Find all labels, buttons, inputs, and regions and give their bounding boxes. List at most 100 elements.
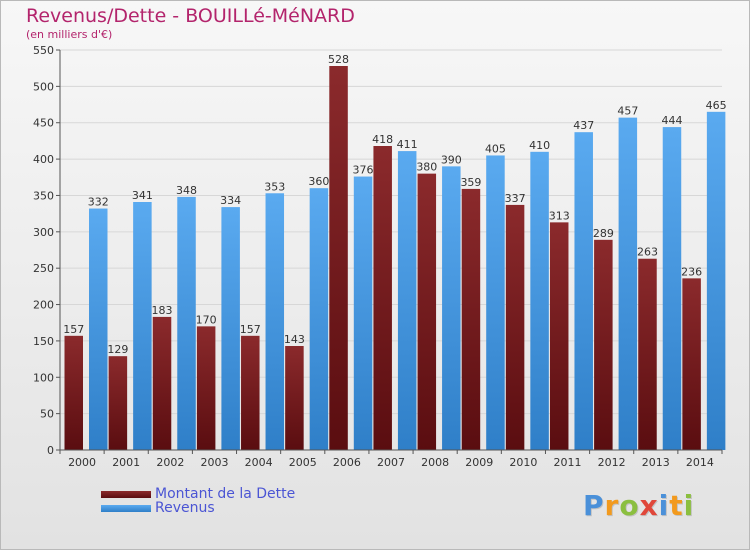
bar-debt bbox=[594, 239, 613, 450]
bar-revenus bbox=[706, 111, 726, 451]
data-label-debt: 418 bbox=[372, 133, 393, 146]
bar-revenus bbox=[309, 188, 329, 450]
data-label-revenus: 334 bbox=[220, 194, 241, 207]
proxiti-logo: Proxiti bbox=[583, 489, 694, 522]
x-tick-label: 2005 bbox=[289, 456, 317, 469]
bar-revenus bbox=[530, 151, 549, 450]
data-label-debt: 236 bbox=[681, 265, 702, 278]
bar-debt bbox=[108, 356, 128, 450]
x-tick-label: 2012 bbox=[598, 456, 626, 469]
data-label-revenus: 348 bbox=[176, 184, 197, 197]
y-tick-label: 400 bbox=[33, 153, 54, 166]
y-tick-label: 300 bbox=[33, 226, 54, 239]
data-label-debt: 157 bbox=[240, 323, 261, 336]
axes: 0 50 100 150 200 250 300 350 400 450 500 550 2000 200… bbox=[33, 44, 723, 469]
x-tick-label: 2013 bbox=[642, 456, 670, 469]
data-label-revenus: 457 bbox=[617, 105, 638, 118]
data-label-debt: 263 bbox=[637, 246, 658, 259]
legend-label-debt: Montant de la Dette bbox=[155, 486, 296, 502]
bar-debt bbox=[549, 222, 569, 450]
data-label-revenus: 465 bbox=[706, 99, 727, 112]
bar-revenus bbox=[133, 202, 152, 450]
logo-letter: i bbox=[658, 489, 670, 522]
y-tick-label: 550 bbox=[33, 44, 54, 57]
data-label-revenus: 444 bbox=[661, 114, 682, 127]
x-tick-label: 2003 bbox=[200, 456, 228, 469]
bar-debt bbox=[285, 346, 304, 450]
bar-revenus bbox=[177, 196, 196, 450]
bar-revenus bbox=[265, 193, 285, 451]
x-tick-label: 2011 bbox=[554, 456, 582, 469]
data-label-debt: 380 bbox=[416, 161, 437, 174]
y-tick-label: 450 bbox=[33, 117, 54, 130]
bar-revenus bbox=[618, 117, 638, 451]
logo-letter: t bbox=[669, 489, 684, 522]
y-tick-label: 350 bbox=[33, 189, 54, 202]
data-label-revenus: 405 bbox=[485, 142, 506, 155]
x-tick-label: 2009 bbox=[465, 456, 493, 469]
bar-revenus bbox=[574, 132, 593, 450]
x-tick-label: 2000 bbox=[68, 456, 96, 469]
data-label-revenus: 332 bbox=[88, 196, 109, 209]
legend-item-revenus: Revenus bbox=[101, 500, 215, 516]
x-tick-label: 2007 bbox=[377, 456, 405, 469]
bars: 157 332 129 341 183 348 170 334 157 353 143 360 528 3… bbox=[63, 53, 727, 451]
logo-letter: i bbox=[683, 489, 695, 522]
x-tick-label: 2014 bbox=[686, 456, 714, 469]
data-label-revenus: 353 bbox=[264, 180, 285, 193]
bar-revenus bbox=[662, 127, 682, 450]
data-label-debt: 170 bbox=[196, 313, 217, 326]
bar-debt bbox=[373, 146, 392, 450]
legend-swatch-debt bbox=[101, 490, 151, 498]
logo-letter: x bbox=[639, 489, 659, 522]
bar-revenus bbox=[397, 151, 417, 450]
bar-debt bbox=[329, 66, 348, 450]
bar-debt bbox=[638, 258, 657, 450]
legend-label-revenus: Revenus bbox=[155, 500, 215, 516]
data-label-debt: 143 bbox=[284, 333, 305, 346]
x-tick-label: 2008 bbox=[421, 456, 449, 469]
data-label-debt: 183 bbox=[152, 304, 173, 317]
data-label-debt: 289 bbox=[593, 227, 614, 240]
bar-revenus bbox=[442, 166, 461, 450]
data-label-revenus: 341 bbox=[132, 189, 153, 202]
bar-debt bbox=[505, 204, 525, 450]
logo-letter: P bbox=[583, 489, 605, 522]
bar-debt bbox=[461, 188, 481, 450]
x-tick-label: 2002 bbox=[156, 456, 184, 469]
bar-revenus bbox=[221, 207, 240, 450]
data-label-revenus: 390 bbox=[441, 153, 462, 166]
x-tick-label: 2006 bbox=[333, 456, 361, 469]
logo-letter: o bbox=[619, 489, 640, 522]
bar-debt bbox=[64, 335, 83, 450]
data-label-revenus: 437 bbox=[573, 119, 594, 132]
bar-revenus bbox=[486, 155, 505, 451]
bar-debt bbox=[196, 326, 216, 450]
y-tick-label: 50 bbox=[40, 408, 54, 421]
bar-revenus bbox=[353, 176, 373, 450]
logo-letter: r bbox=[604, 489, 620, 522]
x-tick-label: 2004 bbox=[245, 456, 273, 469]
x-tick-label: 2001 bbox=[112, 456, 140, 469]
data-label-debt: 313 bbox=[549, 209, 570, 222]
y-tick-label: 100 bbox=[33, 371, 54, 384]
data-label-revenus: 411 bbox=[397, 138, 418, 151]
y-tick-label: 150 bbox=[33, 335, 54, 348]
data-label-debt: 359 bbox=[460, 176, 481, 189]
y-tick-label: 200 bbox=[33, 299, 54, 312]
bar-debt bbox=[241, 335, 260, 450]
chart-title: Revenus/Dette - BOUILLé-MéNARD bbox=[26, 5, 355, 27]
data-label-debt: 528 bbox=[328, 53, 349, 66]
data-label-debt: 337 bbox=[505, 192, 526, 205]
data-label-debt: 129 bbox=[107, 343, 128, 356]
data-label-revenus: 410 bbox=[529, 139, 550, 152]
data-label-revenus: 376 bbox=[353, 164, 374, 177]
data-label-revenus: 360 bbox=[308, 175, 329, 188]
y-tick-label: 250 bbox=[33, 262, 54, 275]
chart-subtitle: (en milliers d'€) bbox=[26, 28, 113, 41]
bar-debt bbox=[417, 173, 437, 451]
x-tick-label: 2010 bbox=[509, 456, 537, 469]
bar-debt bbox=[152, 316, 172, 450]
bar-debt bbox=[682, 278, 701, 450]
